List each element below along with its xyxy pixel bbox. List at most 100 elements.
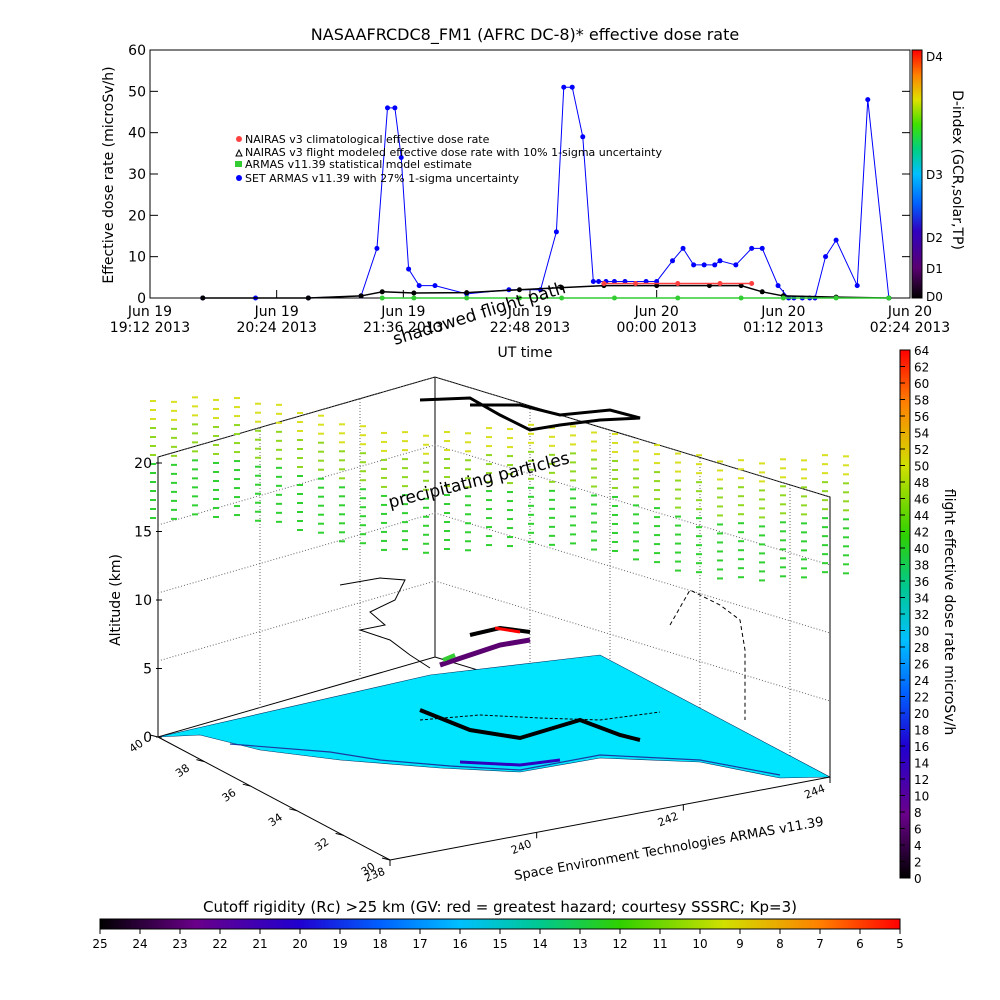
particle-mark xyxy=(591,458,597,461)
particle-mark xyxy=(318,513,324,516)
particle-mark xyxy=(696,463,702,466)
particle-mark xyxy=(801,486,807,489)
particle-mark xyxy=(297,493,303,496)
data-point xyxy=(561,84,567,90)
data-point xyxy=(717,258,723,264)
particle-mark xyxy=(822,517,828,520)
particle-mark xyxy=(213,443,219,446)
particle-mark xyxy=(423,542,429,545)
particle-mark xyxy=(612,522,618,525)
data-point xyxy=(379,289,385,295)
particle-mark xyxy=(234,460,240,463)
particle-mark xyxy=(171,463,177,466)
particle-mark xyxy=(339,477,345,480)
data-point xyxy=(759,289,765,295)
particle-mark xyxy=(339,432,345,435)
particle-mark xyxy=(822,481,828,484)
particle-mark xyxy=(402,485,408,488)
dose-tick-label: 48 xyxy=(914,476,929,490)
particle-mark xyxy=(192,477,198,480)
particle-mark xyxy=(801,459,807,462)
particle-mark xyxy=(444,431,450,434)
particle-mark xyxy=(822,535,828,538)
particle-mark xyxy=(843,482,849,485)
particle-mark xyxy=(297,520,303,523)
particle-mark xyxy=(528,522,534,525)
particle-mark xyxy=(738,468,744,471)
dose-tick-label: 0 xyxy=(914,872,922,886)
particle-mark xyxy=(528,540,534,543)
particle-mark xyxy=(234,406,240,409)
particle-mark xyxy=(780,521,786,524)
data-point xyxy=(580,134,586,140)
x-tick-label-date: Jun 19 xyxy=(127,304,172,320)
particle-mark xyxy=(360,470,366,473)
x-tick-label-time: 20:24 2013 xyxy=(236,320,316,336)
particle-mark xyxy=(675,569,681,572)
particle-mark xyxy=(822,544,828,547)
particle-mark xyxy=(150,454,156,456)
particle-mark xyxy=(150,517,156,519)
particle-mark xyxy=(276,412,282,415)
particle-mark xyxy=(486,427,492,430)
particle-mark xyxy=(318,486,324,489)
particle-mark xyxy=(402,512,408,515)
particle-mark xyxy=(339,513,345,516)
particle-mark xyxy=(696,517,702,520)
particle-mark xyxy=(234,415,240,418)
particle-mark xyxy=(297,484,303,487)
dose-tick-label: 30 xyxy=(914,625,929,639)
particle-mark xyxy=(570,488,576,491)
particle-mark xyxy=(192,495,198,498)
particle-mark xyxy=(255,438,261,441)
rc-tick-label: 9 xyxy=(736,937,744,951)
y-axis-label: Effective dose rate (microSv/h) xyxy=(101,66,117,283)
particle-mark xyxy=(780,467,786,470)
particle-mark xyxy=(528,468,534,471)
x-tick-label-date: Jun 19 xyxy=(507,304,552,320)
particle-mark xyxy=(360,506,366,509)
rc-tick-label: 25 xyxy=(92,937,107,951)
particle-mark xyxy=(675,560,681,563)
d-index-tick-label: D2 xyxy=(926,231,943,245)
particle-mark xyxy=(402,548,408,551)
particle-mark xyxy=(528,504,534,507)
data-point xyxy=(569,84,575,90)
particle-mark xyxy=(780,557,786,560)
rc-tick-label: 23 xyxy=(172,937,187,951)
rc-tick-label: 20 xyxy=(292,937,307,951)
particle-mark xyxy=(465,549,471,552)
altitude-tick-label: 20 xyxy=(134,456,152,472)
y-tick-label: 60 xyxy=(128,43,146,59)
rc-colorbar xyxy=(99,918,901,930)
data-point xyxy=(374,245,380,251)
data-point xyxy=(392,105,398,111)
particle-mark xyxy=(717,532,723,535)
particle-mark xyxy=(213,416,219,419)
particle-mark xyxy=(759,579,765,582)
particle-mark xyxy=(528,531,534,534)
particle-mark xyxy=(612,477,618,480)
particle-mark xyxy=(675,461,681,464)
particle-mark xyxy=(276,484,282,487)
particle-mark xyxy=(255,420,261,423)
particle-mark xyxy=(402,458,408,461)
particle-mark xyxy=(801,468,807,471)
particle-mark xyxy=(696,481,702,484)
particle-mark xyxy=(360,542,366,545)
particle-mark xyxy=(171,517,177,520)
d-index-label: D-index (GCR,solar,TP) xyxy=(949,90,965,250)
d-index-tick-label: D3 xyxy=(926,168,943,182)
particle-mark xyxy=(654,444,660,447)
particle-mark xyxy=(675,452,681,455)
particle-mark xyxy=(570,434,576,437)
particle-mark xyxy=(423,551,429,554)
particle-mark xyxy=(717,559,723,562)
particle-mark xyxy=(696,535,702,538)
particle-mark xyxy=(444,485,450,488)
particle-mark xyxy=(276,430,282,433)
rc-tick-label: 7 xyxy=(816,937,824,951)
particle-mark xyxy=(507,455,513,458)
particle-mark xyxy=(192,423,198,426)
